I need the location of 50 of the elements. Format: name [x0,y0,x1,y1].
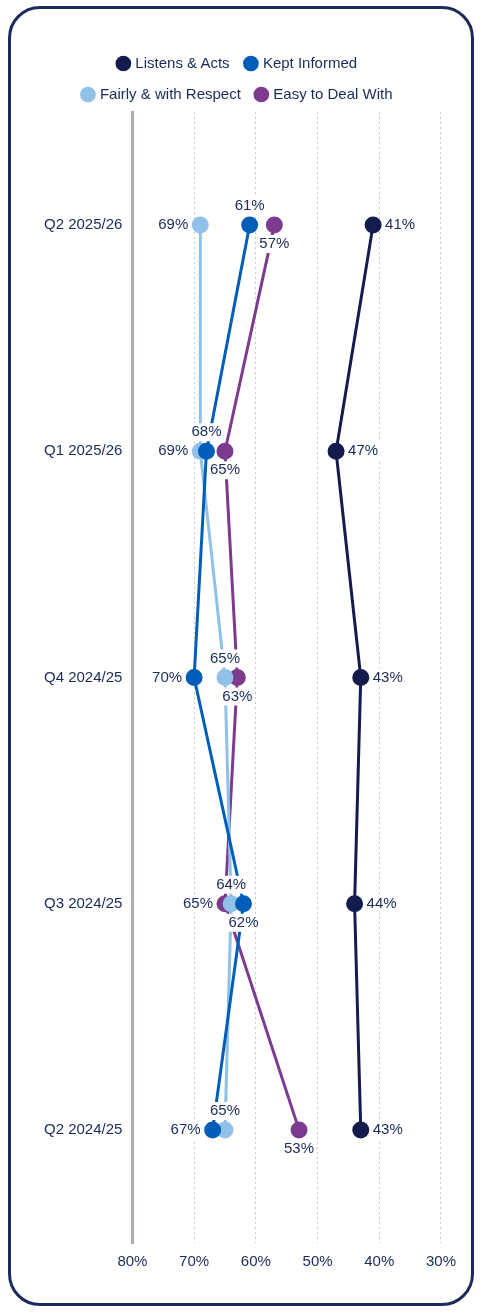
point [290,1121,308,1139]
point [265,216,283,234]
data-label: 53% [284,1139,315,1157]
point [191,216,209,234]
data-label: 65% [209,648,240,666]
data-label: 61% [234,196,265,214]
point [216,442,234,460]
data-label: 41% [385,215,416,233]
data-label: 65% [182,893,213,911]
point [327,442,345,460]
data-label: 65% [209,1101,240,1119]
y-tick-label: Q1 2025/26 [43,441,123,459]
data-label: 68% [191,422,222,440]
data-label: 43% [372,1120,403,1138]
point [204,1121,222,1139]
point [185,669,203,686]
data-label: 47% [348,441,379,459]
point [352,1121,370,1139]
point [197,442,215,460]
data-label: 43% [372,667,403,685]
x-tick-label: 30% [425,1252,456,1270]
data-label: 69% [158,215,189,233]
y-tick-label: Q2 2025/26 [43,215,123,233]
point [352,669,370,686]
x-tick-label: 70% [179,1252,210,1270]
data-label: 69% [158,441,189,459]
data-label: 65% [209,460,240,478]
data-label: 57% [259,234,290,252]
data-label: 62% [228,912,259,930]
point [241,216,259,234]
data-label: 44% [366,893,397,911]
y-tick-label: Q4 2024/25 [43,667,123,685]
x-tick-label: 50% [302,1252,333,1270]
legend-label: Fairly & with Respect [99,84,242,102]
legend-label: Easy to Deal With [273,84,393,102]
point [346,895,364,913]
legend-label: Kept Informed [262,53,358,71]
legend-label: Listens & Acts [135,53,230,71]
point [234,895,252,913]
x-tick-label: 80% [117,1252,148,1270]
x-tick-label: 60% [240,1252,271,1270]
data-label: 70% [152,667,183,685]
data-label: 63% [222,686,253,704]
point [364,216,382,234]
data-label: 67% [170,1120,201,1138]
point [216,669,234,686]
data-label: 64% [216,874,247,892]
x-tick-label: 40% [364,1252,395,1270]
y-tick-label: Q2 2024/25 [43,1120,123,1138]
y-tick-label: Q3 2024/25 [43,893,123,911]
